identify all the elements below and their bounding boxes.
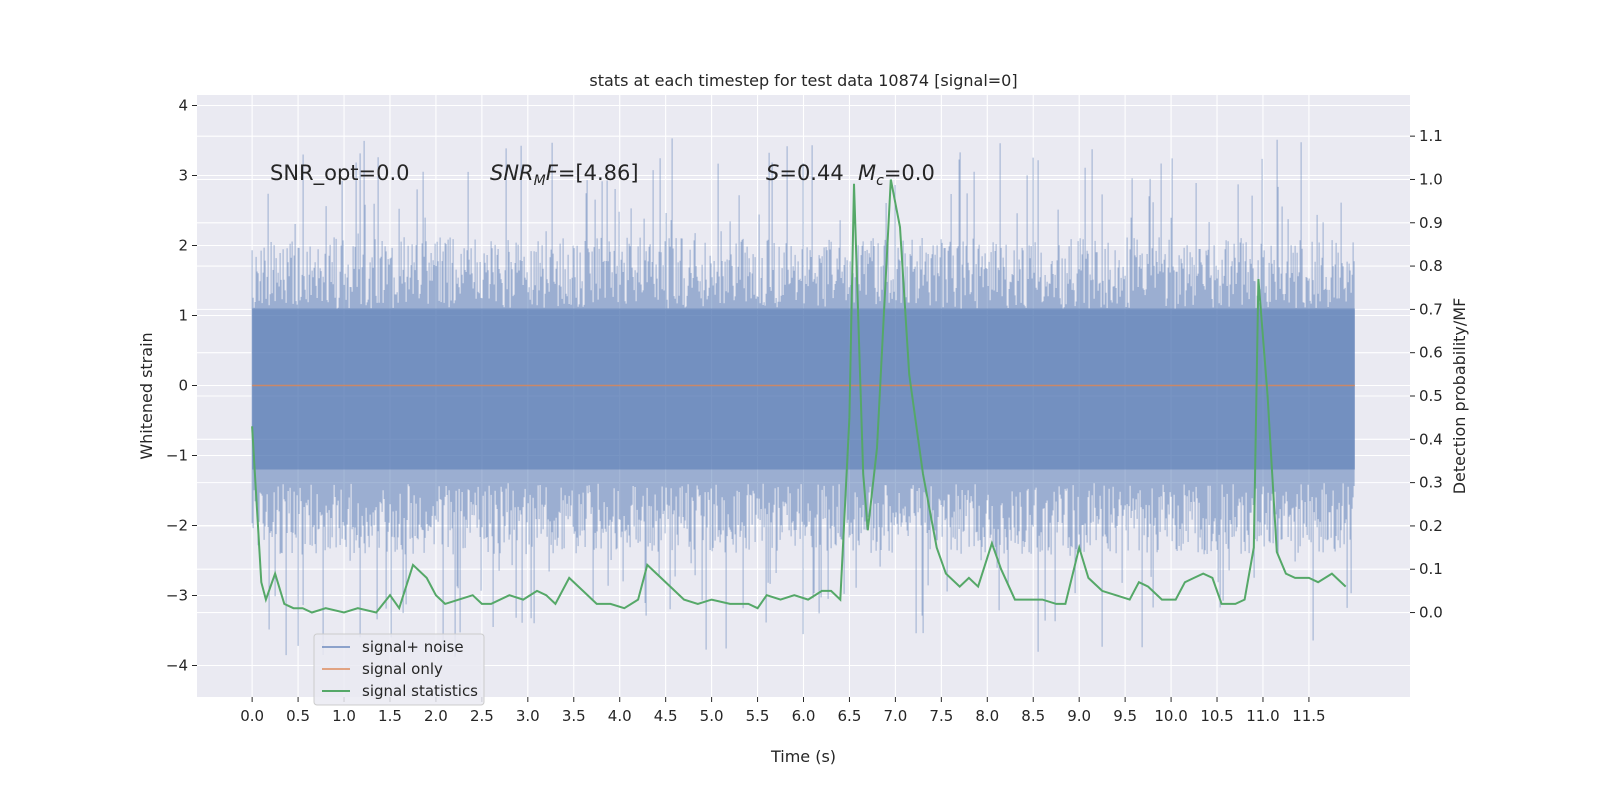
y-left-tick-label: −4	[166, 657, 188, 675]
y-left-tick-label: −1	[166, 447, 188, 465]
x-tick-label: 7.5	[929, 707, 953, 725]
y-right-tick-label: 0.6	[1419, 344, 1443, 362]
annotation-snr-mf-value: =[4.86]	[558, 161, 639, 185]
x-tick-label: 5.0	[700, 707, 724, 725]
y-right-axis-label: Detection probability/MF	[1450, 298, 1469, 495]
annotation-mc-symbol: M	[858, 161, 876, 185]
x-tick-label: 11.5	[1292, 707, 1325, 725]
y-left-tick-label: 4	[178, 97, 188, 115]
x-tick-label: 6.0	[792, 707, 816, 725]
annotation-s-value: =0.44	[779, 161, 843, 185]
x-tick-label: 2.0	[424, 707, 448, 725]
y-right-tick-label: 1.1	[1419, 127, 1443, 145]
annotation-mc: Mc=0.0	[858, 161, 935, 189]
y-left-tick-label: 1	[178, 307, 188, 325]
x-tick-label: 9.0	[1067, 707, 1091, 725]
y-right-tick-label: 0.8	[1419, 257, 1443, 275]
annotation-mc-value: =0.0	[884, 161, 935, 185]
y-left-tick-label: −3	[166, 587, 188, 605]
series-signal-statistics	[251, 179, 1347, 614]
annotation-s: S=0.44	[766, 161, 844, 185]
x-tick-label: 3.0	[516, 707, 540, 725]
x-tick-label: 0.0	[240, 707, 264, 725]
x-tick-label: 7.0	[883, 707, 907, 725]
annotation-snr-mf-symbol: SNR	[490, 161, 534, 185]
x-tick-label: 8.5	[1021, 707, 1045, 725]
legend-label: signal statistics	[362, 682, 478, 700]
y-right-tick-label: 1.0	[1419, 170, 1443, 188]
y-right-tick-label: 0.0	[1419, 604, 1443, 622]
y-left-tick-label: −2	[166, 517, 188, 535]
x-tick-label: 4.5	[654, 707, 678, 725]
y-right-tick-label: 0.4	[1419, 430, 1443, 448]
y-right-tick-label: 0.5	[1419, 387, 1443, 405]
x-tick-label: 5.5	[746, 707, 770, 725]
annotation-mc-subscript: c	[876, 173, 884, 189]
x-tick-label: 11.0	[1246, 707, 1279, 725]
legend-label: signal+ noise	[362, 638, 464, 656]
legend-frame	[313, 633, 485, 706]
annotation-snr-opt: SNR_opt=0.0	[270, 161, 410, 186]
y-left-tick-label: 2	[178, 237, 188, 255]
x-tick-label: 8.0	[975, 707, 999, 725]
series-signal-noise	[251, 138, 1355, 657]
x-tick-label: 1.5	[378, 707, 402, 725]
x-tick-label: 0.5	[286, 707, 310, 725]
legend-label: signal only	[362, 660, 443, 678]
y-left-tick-label: 3	[178, 167, 188, 185]
y-right-tick-label: 0.9	[1419, 214, 1443, 232]
y-left-tick-label: 0	[178, 377, 188, 395]
x-tick-label: 2.5	[470, 707, 494, 725]
x-tick-label: 10.0	[1154, 707, 1187, 725]
y-right-tick-label: 0.7	[1419, 300, 1443, 318]
annotation-snr-mf-subscript: M	[534, 173, 546, 189]
noise-trace	[251, 138, 1355, 657]
legend: signal+ noise signal only signal statistic…	[313, 633, 485, 706]
y-right-tick-label: 0.3	[1419, 474, 1443, 492]
chart-title: stats at each timestep for test data 108…	[589, 71, 1017, 90]
x-tick-label: 3.5	[562, 707, 586, 725]
x-tick-label: 1.0	[332, 707, 356, 725]
annotation-snr-mf: SNRMF=[4.86]	[490, 161, 639, 189]
y-left-axis-label: Whitened strain	[137, 332, 156, 459]
x-tick-label: 10.5	[1200, 707, 1233, 725]
x-axis-label: Time (s)	[770, 747, 836, 766]
y-right-tick-label: 0.1	[1419, 560, 1443, 578]
x-tick-label: 6.5	[838, 707, 862, 725]
y-right-tick-label: 0.2	[1419, 517, 1443, 535]
x-tick-label: 4.0	[608, 707, 632, 725]
annotation-s-symbol: S	[766, 161, 779, 185]
annotation-snr-mf-symbol-f: F	[546, 161, 559, 185]
x-tick-label: 9.5	[1113, 707, 1137, 725]
